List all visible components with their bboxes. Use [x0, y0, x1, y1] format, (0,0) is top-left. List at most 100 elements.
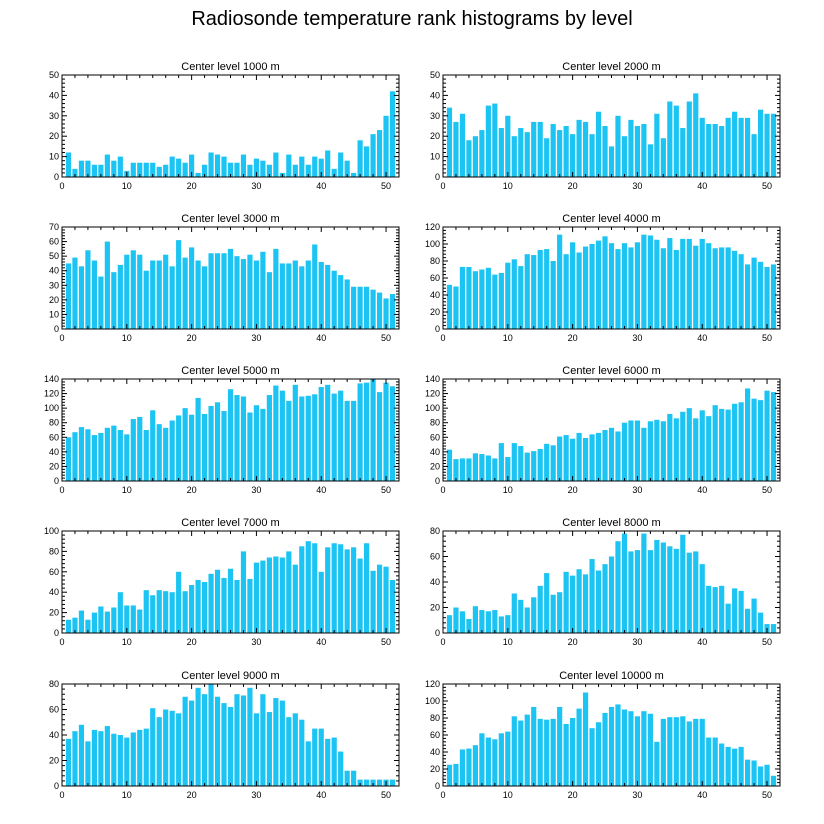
bar — [751, 398, 757, 481]
y-tick-label: 80 — [49, 679, 59, 689]
bar — [719, 585, 725, 633]
bar — [292, 164, 298, 177]
bar — [176, 240, 182, 329]
x-tick-label: 20 — [568, 181, 578, 191]
bar — [582, 574, 589, 633]
x-tick-label: 0 — [59, 181, 64, 191]
bar — [757, 261, 764, 329]
x-tick-label: 20 — [568, 637, 578, 647]
bar — [338, 275, 344, 329]
bar — [325, 150, 331, 177]
bar — [85, 160, 91, 177]
bar — [111, 425, 117, 481]
panel-3: Center level 3000 m 0 10 20 30 40 50 0 10 20 30 40 5… — [49, 213, 400, 343]
bar — [531, 121, 537, 177]
bar — [117, 156, 123, 177]
bar — [738, 746, 744, 786]
y-tick-label: 100 — [425, 403, 440, 413]
bar — [286, 551, 292, 633]
bar — [466, 618, 472, 633]
bar — [260, 160, 266, 177]
bar — [466, 140, 472, 177]
bar — [550, 123, 556, 177]
bar — [544, 249, 550, 329]
bar — [498, 616, 504, 633]
bar — [370, 289, 376, 329]
bar — [247, 578, 253, 633]
bar — [130, 605, 136, 633]
bar — [654, 239, 660, 329]
bar — [511, 136, 517, 177]
bar — [331, 543, 337, 633]
bar — [628, 119, 634, 177]
bar — [602, 430, 608, 481]
bar — [253, 713, 260, 786]
bar — [654, 539, 660, 633]
x-tick-label: 10 — [503, 637, 513, 647]
bar — [163, 709, 169, 786]
bar — [537, 448, 543, 481]
bar — [376, 779, 383, 786]
bar — [65, 738, 72, 786]
bar — [686, 552, 692, 633]
bar — [602, 564, 608, 633]
bar — [485, 611, 491, 633]
bar — [305, 164, 311, 177]
bar — [117, 592, 123, 633]
bar — [364, 543, 370, 633]
bar — [195, 172, 201, 177]
bar — [595, 570, 602, 633]
bar — [680, 128, 686, 177]
bar — [143, 430, 149, 481]
bar — [111, 607, 117, 633]
bar — [240, 259, 247, 329]
y-tick-label: 120 — [425, 222, 440, 232]
bar — [641, 427, 647, 481]
y-tick-label: 20 — [430, 603, 440, 613]
x-tick-label: 50 — [762, 181, 772, 191]
bar — [214, 253, 221, 329]
y-tick-label: 120 — [425, 679, 440, 689]
bar — [318, 261, 324, 329]
bar — [176, 415, 182, 481]
bar — [104, 611, 110, 633]
bar — [85, 619, 91, 633]
bar — [699, 564, 705, 633]
bar — [531, 255, 537, 329]
panel-title: Center level 3000 m — [181, 213, 279, 225]
bar — [770, 775, 777, 786]
bar — [745, 388, 751, 481]
bar — [104, 154, 110, 177]
bar — [621, 243, 628, 329]
panel-title: Center level 9000 m — [181, 670, 279, 682]
bar — [576, 569, 582, 633]
y-tick-label: 140 — [425, 374, 440, 384]
bar — [98, 276, 104, 329]
bar — [628, 711, 634, 786]
bar — [764, 113, 770, 177]
bar — [169, 420, 175, 481]
bar — [524, 452, 530, 481]
bar — [615, 541, 621, 633]
x-tick-label: 10 — [122, 637, 132, 647]
y-tick-label: 20 — [430, 764, 440, 774]
bar — [751, 598, 757, 633]
bar — [570, 438, 576, 481]
bar — [260, 560, 266, 633]
bar — [712, 587, 718, 633]
y-tick-label: 0 — [435, 781, 440, 791]
bar — [745, 117, 751, 177]
bar — [628, 247, 634, 329]
bar — [557, 706, 563, 786]
x-tick-label: 30 — [632, 181, 642, 191]
y-tick-label: 30 — [49, 111, 59, 121]
bar — [273, 698, 279, 786]
bar — [111, 160, 117, 177]
bar — [589, 728, 595, 786]
bar — [693, 718, 699, 786]
y-tick-label: 60 — [49, 567, 59, 577]
bar — [72, 432, 78, 481]
bar — [286, 717, 292, 786]
bar — [189, 154, 195, 177]
bar — [104, 241, 110, 329]
